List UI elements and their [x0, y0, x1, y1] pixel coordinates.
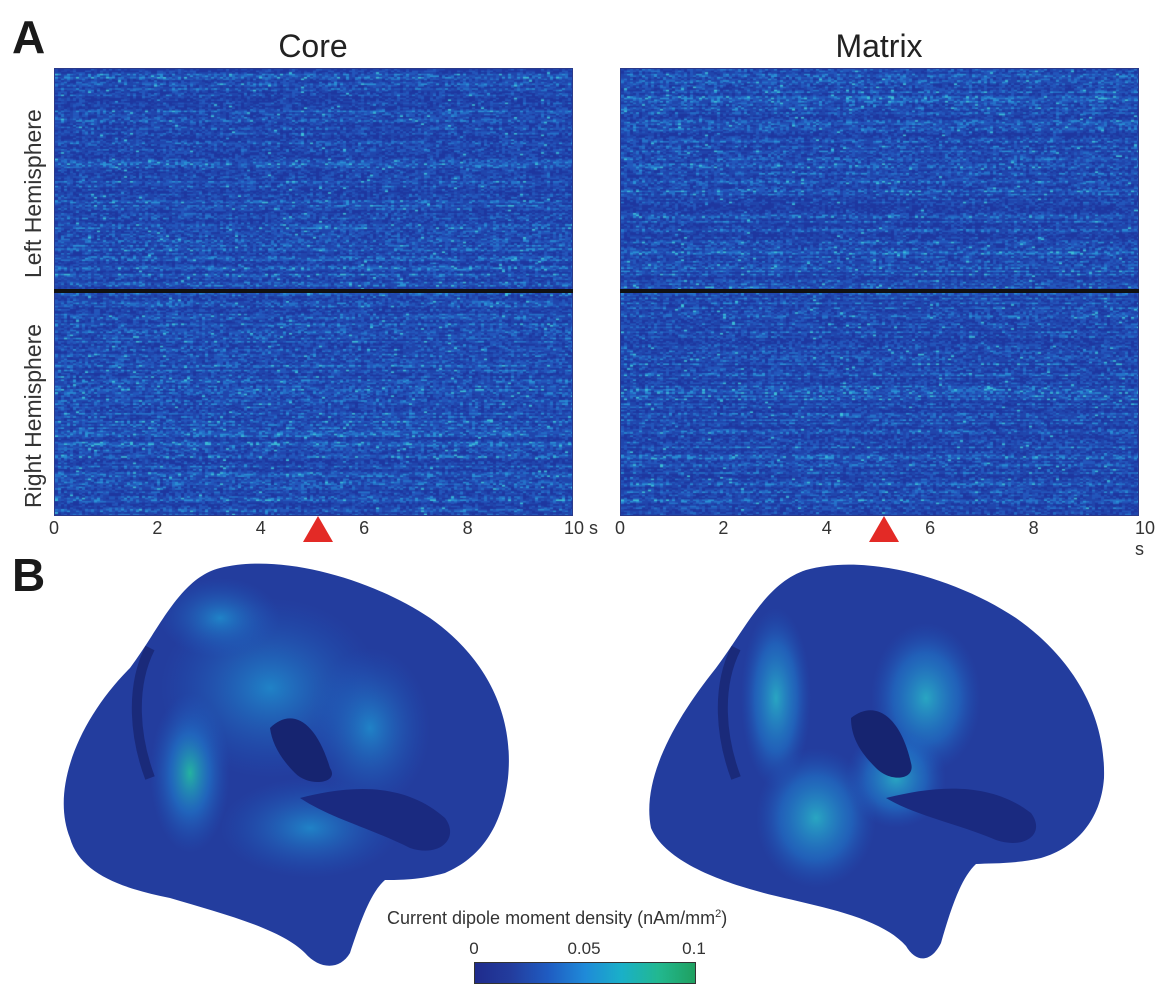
x-tick-label: 6	[925, 518, 936, 538]
colorbar	[474, 962, 696, 984]
x-tick-label: 4	[821, 518, 832, 538]
matrix-hemisphere-divider	[620, 289, 1139, 293]
x-tick-label: 10 s	[563, 518, 599, 538]
x-tick-label: 4	[255, 518, 266, 538]
x-tick-label: 8	[462, 518, 473, 538]
matrix-brain-surface	[649, 564, 1105, 959]
x-tick-label: 6	[359, 518, 370, 538]
colorbar-label-prefix: Current dipole moment density (nAm/mm	[387, 908, 716, 928]
matrix-title: Matrix	[835, 28, 923, 64]
x-tick-label: 0	[48, 518, 60, 538]
core-title: Core	[278, 28, 348, 64]
core-brain-surface	[63, 563, 509, 966]
left-hemisphere-label: Left Hemisphere	[20, 109, 46, 278]
matrix-time-marker	[868, 516, 899, 542]
x-tick-label: 8	[1028, 518, 1039, 538]
colorbar-tick-label: 0	[469, 939, 479, 958]
core-time-marker	[302, 516, 333, 542]
panel-a-label: A	[12, 11, 46, 63]
panel-b-label: B	[12, 549, 46, 601]
colorbar-tick-label: 0.1	[682, 939, 706, 958]
colorbar-tick-label: 0.05	[567, 939, 601, 958]
right-hemisphere-label: Right Hemisphere	[20, 323, 46, 508]
x-tick-label: 10 s	[1135, 518, 1156, 559]
x-tick-label: 2	[152, 518, 163, 538]
colorbar-label-sup: 2	[715, 908, 722, 920]
colorbar-label-suffix: )	[721, 908, 728, 928]
x-tick-label: 0	[614, 518, 626, 538]
core-hemisphere-divider	[54, 289, 573, 293]
x-tick-label: 2	[718, 518, 729, 538]
colorbar-label: Current dipole moment density (nAm/mm2)	[387, 908, 727, 929]
